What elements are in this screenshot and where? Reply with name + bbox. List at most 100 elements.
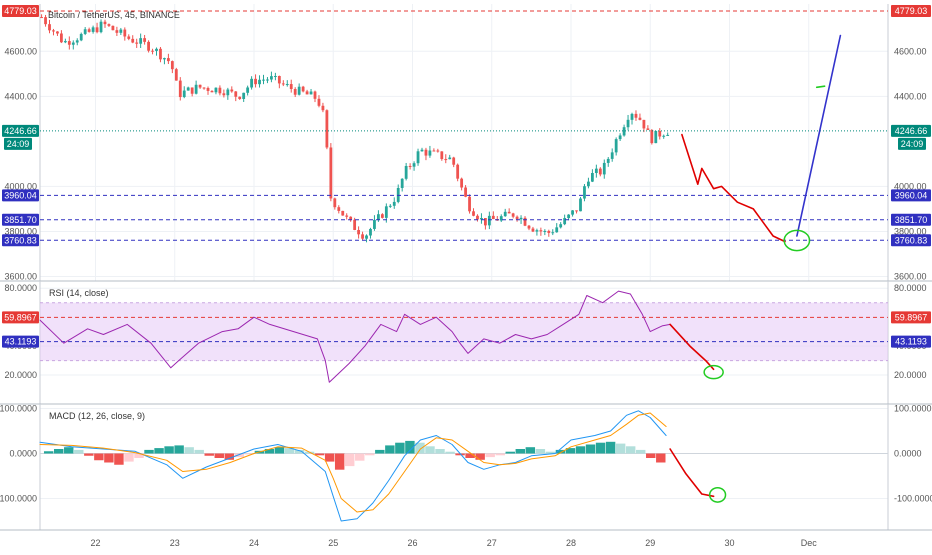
x-tick-label: Dec [801,538,818,548]
candle-body [262,79,265,81]
candle-body [44,17,47,25]
macd-histogram-bar [495,453,505,456]
level-tag-left-bg [2,335,39,348]
candle-body [658,130,662,137]
macd-histogram-bar [43,451,54,454]
candle-body [59,33,63,43]
candle-body [428,150,432,156]
candle-body [476,215,479,220]
macd-histogram-bar [214,453,224,458]
level-tag-right-bg [891,4,931,17]
macd-histogram-bar [605,441,616,454]
y-tick-label-right: 100.0000 [894,404,932,414]
macd-histogram-bar [334,453,345,470]
candle-body [515,216,519,220]
macd-histogram-bar [144,449,154,454]
candle-body [329,147,333,199]
candle-body [440,151,444,160]
rsi-pane-title: RSI (14, close) [49,288,109,298]
macd-histogram-bar [545,451,556,454]
candle-body [214,87,218,93]
y-tick-label-right: 80.0000 [894,283,927,293]
candle-body [583,186,586,199]
level-tag-right-bg [891,234,931,247]
forecast-red-path [669,448,715,498]
candle-body [539,230,543,232]
macd-histogram-bar [314,453,325,456]
candle-body [590,173,594,182]
level-tag-left-text: 3760.83 [4,235,37,245]
x-tick-label: 30 [724,538,734,548]
candle-body [198,84,202,88]
candle-body [123,29,127,37]
level-tag-right-text: 4246.66 [895,126,928,136]
target-ellipse [703,364,724,380]
x-tick-label: 22 [90,538,100,548]
candle-body [143,38,147,42]
candle-body [626,119,630,128]
candle-body [258,79,261,85]
macd-histogram-bar [134,453,144,458]
candle-body [571,210,574,215]
candle-body [182,90,186,98]
macd-histogram-bar [395,442,405,454]
x-tick-label: 27 [487,538,497,548]
macd-histogram-bar [224,453,235,460]
macd-histogram-bar [114,453,124,465]
level-tag-right-bg [891,335,931,348]
candle-body [598,168,602,175]
candle-body [662,135,666,137]
candle-body [400,178,404,188]
y-tick-label-right: 4600.00 [894,46,927,56]
candle-body [301,86,305,92]
candle-body [166,58,170,62]
candle-body [345,215,349,217]
candle-body [487,215,491,226]
macd-histogram-bar [53,449,64,454]
candle-body [559,224,563,228]
main-pane-title: Bitcoin / TetherUS, 45, BINANCE [48,10,180,20]
candle-body [159,48,162,60]
candle-body [87,29,91,32]
candle-body [503,211,507,217]
macd-histogram-bar [455,453,465,456]
candle-body [416,151,420,164]
macd-histogram-bar [625,446,636,454]
candle-body [460,178,464,188]
candle-body [412,163,416,167]
candle-body [531,228,535,232]
candle-body [194,84,198,94]
macd-histogram-bar [465,453,475,458]
y-tick-label-left: 100.0000 [0,404,37,414]
candle-body [127,36,131,39]
candle-body [305,91,309,95]
candle-body [95,27,99,33]
macd-histogram-bar [505,451,515,454]
candle-body [392,201,396,206]
macd-histogram-bar [355,453,365,461]
candle-body [638,117,642,120]
candle-body [115,30,119,33]
rsi-band [40,302,888,361]
countdown-tag-right-text: 24:09 [901,139,924,149]
candle-body [325,110,329,148]
candle-body [75,40,79,43]
candle-body [468,196,471,212]
candle-body [523,217,527,226]
y-tick-label-left: 3800.00 [4,226,37,236]
candle-body [353,219,357,230]
macd-line [39,410,667,522]
level-tag-right-text: 3760.83 [895,235,928,245]
macd-histogram-bar [244,453,255,455]
candle-body [131,38,135,43]
macd-histogram-bar [74,449,84,454]
candle-body [285,84,289,86]
candle-body [309,91,313,95]
candle-body [206,87,210,91]
macd-histogram-bar [375,449,385,454]
rsi-line [39,290,671,383]
candle-body [507,211,511,214]
candle-body [527,225,531,229]
candle-body [270,76,273,80]
macd-histogram-bar [585,444,596,454]
